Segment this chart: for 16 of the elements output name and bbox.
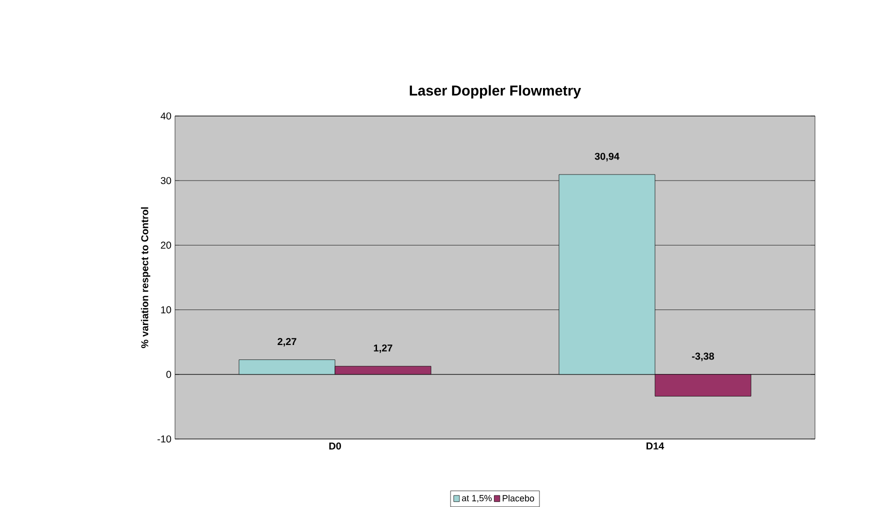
- y-axis-title: % variation respect to Control: [140, 207, 150, 348]
- y-tick-label: 40: [160, 112, 172, 120]
- data-label: 1,27: [374, 344, 392, 353]
- y-tick-label: 20: [160, 242, 172, 249]
- y-tick-label: 0: [166, 370, 172, 378]
- y-tick-label: -10: [158, 435, 172, 442]
- chart-title: Laser Doppler Flowmetry: [410, 85, 582, 98]
- data-label: 30,94: [594, 152, 620, 162]
- y-tick-label: 30: [160, 177, 172, 184]
- legend-label: at 1,5%: [462, 494, 492, 502]
- data-label: 2,27: [278, 338, 296, 347]
- x-tick-label: D0: [329, 442, 341, 450]
- data-label: -3,38: [692, 352, 714, 362]
- y-tick-label: 10: [161, 306, 172, 314]
- legend-label: Placebo: [502, 494, 534, 502]
- x-tick-label: D14: [646, 442, 664, 450]
